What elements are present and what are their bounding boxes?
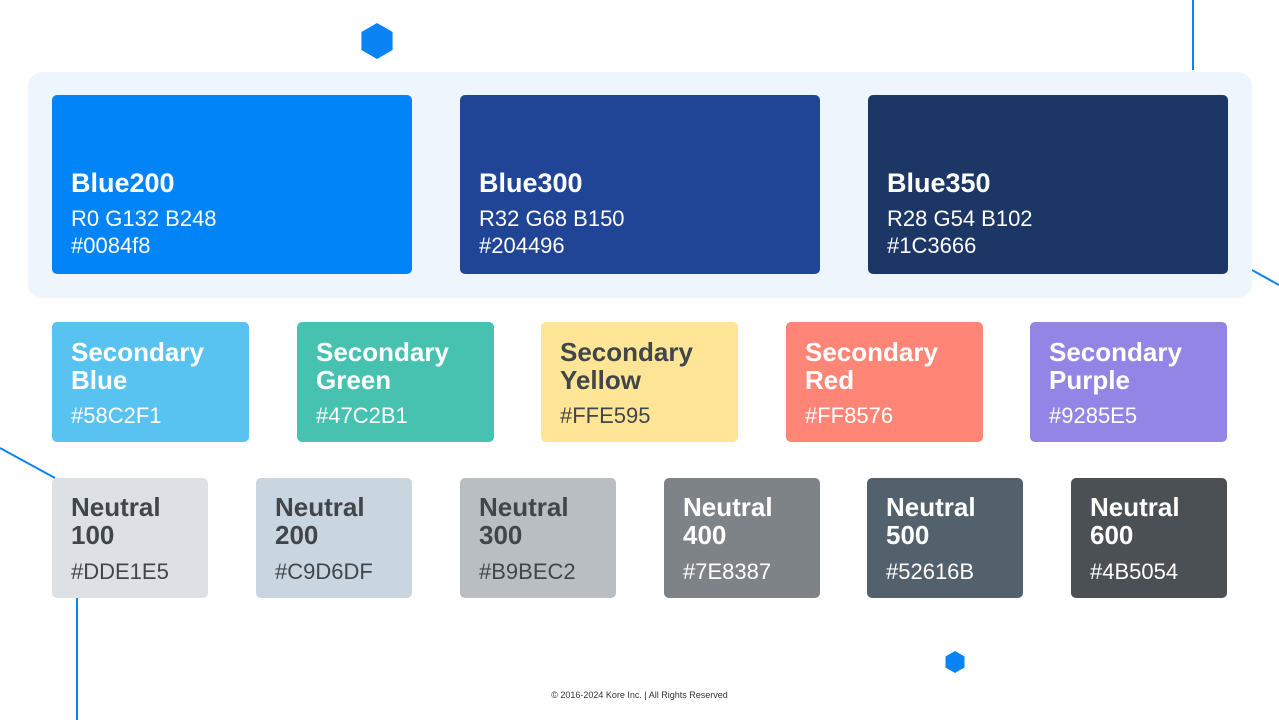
swatch-name: Secondary Purple xyxy=(1049,337,1182,395)
deco-line xyxy=(1251,269,1279,286)
color-swatch: Neutral 300 #B9BEC2 xyxy=(460,478,616,598)
swatch-hex: #9285E5 xyxy=(1049,403,1138,428)
hexagon xyxy=(361,23,393,59)
swatch-name: Secondary Yellow xyxy=(560,337,693,395)
swatch-name: Secondary Red xyxy=(805,337,938,395)
swatch-hex: #DDE1E5 xyxy=(71,559,169,584)
swatch-name: Neutral 300 xyxy=(479,492,569,550)
deco-line xyxy=(0,447,56,479)
swatch-name: Neutral 600 xyxy=(1090,492,1180,550)
color-swatch: Neutral 500 #52616B xyxy=(867,478,1023,598)
color-swatch: Blue350 R28 G54 B102 #1C3666 xyxy=(868,95,1228,274)
color-swatch: Neutral 600 #4B5054 xyxy=(1071,478,1227,598)
swatch-hex: #0084f8 xyxy=(71,233,151,258)
swatch-name: Blue300 xyxy=(479,168,583,198)
swatch-name: Secondary Blue xyxy=(71,337,204,395)
swatch-hex: #C9D6DF xyxy=(275,559,373,584)
swatch-name: Blue200 xyxy=(71,168,175,198)
swatch-name: Neutral 400 xyxy=(683,492,773,550)
color-swatch: Secondary Red #FF8576 xyxy=(786,322,983,442)
swatch-hex: #FF8576 xyxy=(805,403,894,428)
color-swatch: Blue200 R0 G132 B248 #0084f8 xyxy=(52,95,412,274)
swatch-name: Blue350 xyxy=(887,168,991,198)
color-swatch: Secondary Purple #9285E5 xyxy=(1030,322,1227,442)
swatch-hex: #47C2B1 xyxy=(316,403,408,428)
color-swatch: Neutral 200 #C9D6DF xyxy=(256,478,412,598)
hexagon xyxy=(945,651,965,673)
swatch-rgb: R32 G68 B150 xyxy=(479,206,625,231)
footer: © 2016-2024 Kore Inc. | All Rights Reser… xyxy=(551,690,728,700)
swatch-hex: #7E8387 xyxy=(683,559,772,584)
swatch-hex: #204496 xyxy=(479,233,565,258)
swatch-name: Neutral 500 xyxy=(886,492,976,550)
color-swatch: Secondary Blue #58C2F1 xyxy=(52,322,249,442)
color-swatch: Blue300 R32 G68 B150 #204496 xyxy=(460,95,820,274)
swatch-rgb: R28 G54 B102 xyxy=(887,206,1033,231)
color-swatch: Neutral 100 #DDE1E5 xyxy=(52,478,208,598)
swatch-hex: #4B5054 xyxy=(1090,559,1179,584)
swatch-rgb: R0 G132 B248 xyxy=(71,206,217,231)
swatch-hex: #B9BEC2 xyxy=(479,559,576,584)
swatch-name: Neutral 200 xyxy=(275,492,365,550)
swatch-hex: #FFE595 xyxy=(560,403,651,428)
swatch-name: Neutral 100 xyxy=(71,492,161,550)
swatch-hex: #52616B xyxy=(886,559,975,584)
swatch-name: Secondary Green xyxy=(316,337,449,395)
color-swatch: Secondary Yellow #FFE595 xyxy=(541,322,738,442)
swatch-hex: #1C3666 xyxy=(887,233,977,258)
swatch-hex: #58C2F1 xyxy=(71,403,162,428)
color-swatch: Secondary Green #47C2B1 xyxy=(297,322,494,442)
color-swatch: Neutral 400 #7E8387 xyxy=(664,478,820,598)
